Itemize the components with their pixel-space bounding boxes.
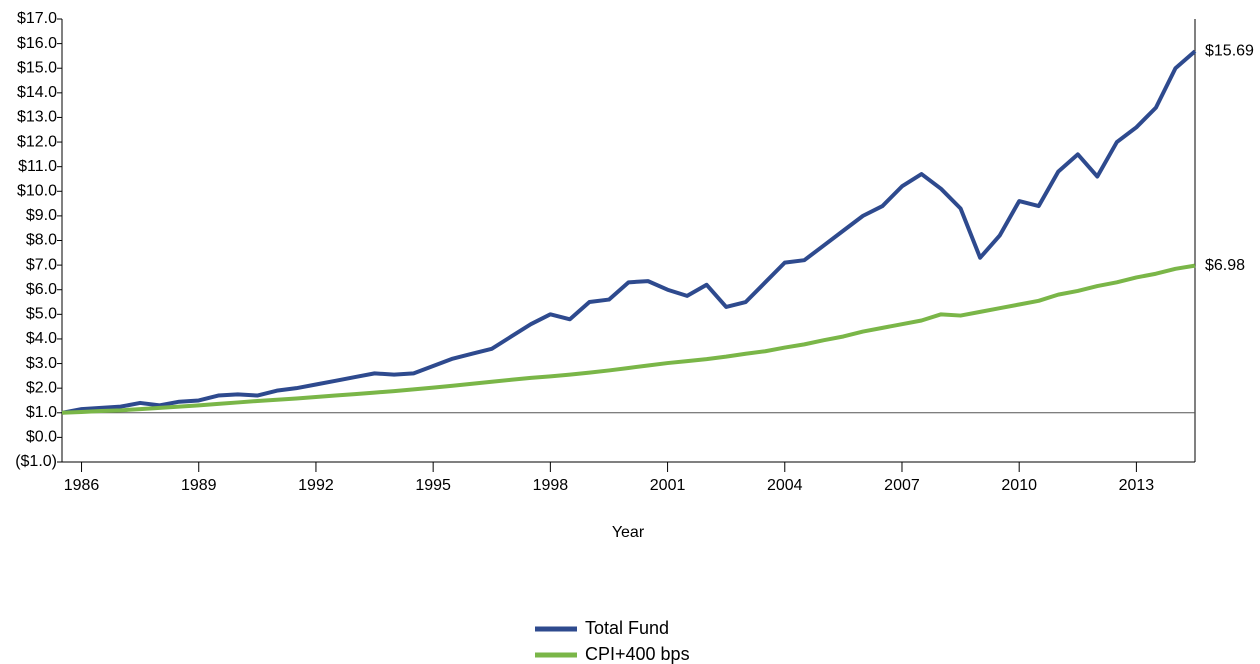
x-axis-label: Year — [612, 524, 645, 541]
y-tick-label: $12.0 — [17, 133, 57, 150]
x-tick-label: 2013 — [1119, 477, 1155, 494]
y-tick-label: $6.0 — [26, 281, 57, 298]
x-tick-label: 1989 — [181, 477, 217, 494]
y-tick-label: $10.0 — [17, 182, 57, 199]
y-tick-label: ($1.0) — [15, 453, 57, 470]
y-tick-label: $17.0 — [17, 10, 57, 27]
y-tick-label: $8.0 — [26, 232, 57, 249]
y-tick-label: $16.0 — [17, 35, 57, 52]
y-tick-label: $4.0 — [26, 330, 57, 347]
y-tick-label: $15.0 — [17, 59, 57, 76]
x-tick-label: 2004 — [767, 477, 803, 494]
y-tick-label: $14.0 — [17, 84, 57, 101]
legend-label: CPI+400 bps — [585, 644, 690, 664]
y-tick-label: $0.0 — [26, 429, 57, 446]
y-tick-label: $13.0 — [17, 109, 57, 126]
x-tick-label: 1992 — [298, 477, 334, 494]
y-tick-label: $11.0 — [18, 158, 57, 175]
series-line — [61, 263, 1196, 415]
end-label: $6.98 — [1205, 257, 1245, 274]
end-label: $15.69 — [1205, 42, 1254, 59]
y-tick-label: $3.0 — [26, 355, 57, 372]
x-tick-label: 2007 — [884, 477, 920, 494]
x-tick-label: 2010 — [1001, 477, 1037, 494]
x-tick-label: 1995 — [415, 477, 451, 494]
y-tick-label: $5.0 — [26, 306, 57, 323]
y-tick-label: $9.0 — [26, 207, 57, 224]
x-tick-label: 1986 — [64, 477, 100, 494]
y-tick-label: $7.0 — [26, 256, 57, 273]
x-tick-label: 1998 — [533, 477, 569, 494]
legend-label: Total Fund — [585, 618, 669, 638]
y-tick-label: $2.0 — [26, 379, 57, 396]
x-tick-label: 2001 — [650, 477, 686, 494]
series-line — [61, 49, 1197, 415]
y-tick-label: $1.0 — [26, 404, 57, 421]
